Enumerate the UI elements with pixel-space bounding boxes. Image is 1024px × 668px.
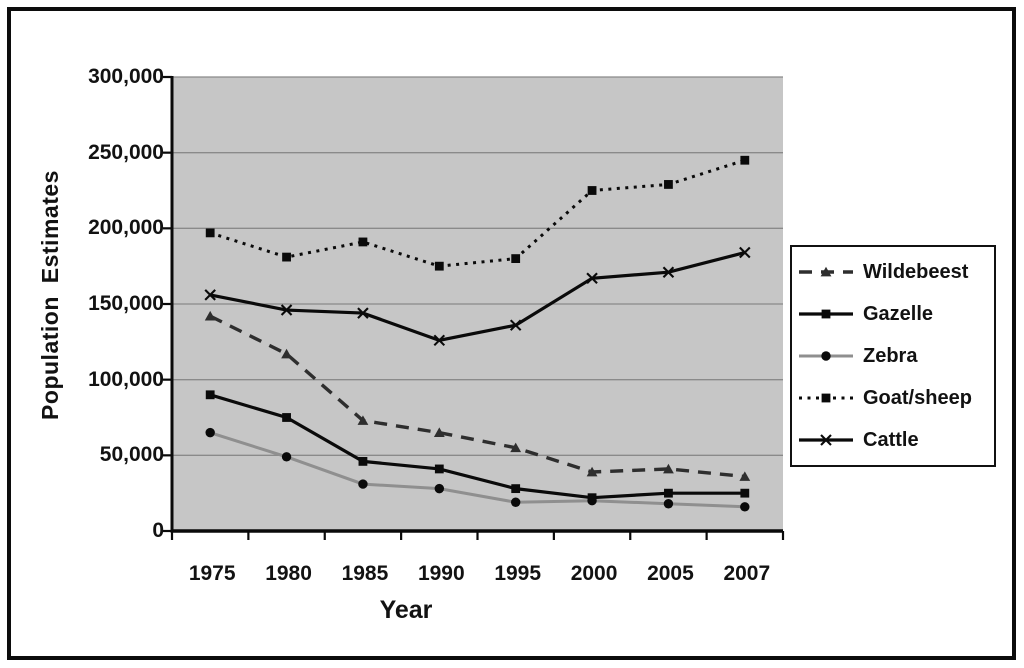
x-marker-icon — [433, 334, 446, 347]
triangle-marker-icon — [739, 471, 751, 481]
circle-marker-icon — [358, 479, 368, 489]
y-tick-label: 50,000 — [99, 443, 164, 467]
triangle-marker-icon — [357, 415, 369, 425]
square-marker-icon — [511, 254, 521, 263]
series-wildebeest — [204, 310, 751, 481]
y-tick-label: 100,000 — [88, 367, 164, 391]
x-marker-icon — [357, 307, 369, 319]
square-marker-icon — [740, 155, 750, 165]
square-marker-icon — [358, 237, 368, 247]
triangle-marker-icon — [433, 427, 445, 438]
x-axis-title: Year — [379, 596, 433, 624]
triangle-marker-icon — [281, 348, 292, 359]
circle-marker-icon — [281, 452, 292, 462]
x-marker-icon — [820, 434, 832, 446]
series-gazelle — [205, 390, 750, 503]
series-zebra — [205, 427, 750, 512]
square-marker-icon — [664, 180, 673, 189]
square-marker-icon — [664, 488, 673, 498]
x-tick-label: 2007 — [723, 562, 771, 585]
x-marker-icon — [586, 272, 598, 285]
legend-square-swatch-icon — [799, 309, 853, 319]
square-marker-icon — [358, 456, 368, 466]
triangle-marker-icon — [204, 310, 216, 321]
y-tick-label: 150,000 — [88, 292, 164, 315]
x-marker-icon — [509, 319, 522, 331]
legend-label: Goat/sheep — [863, 386, 972, 409]
circle-marker-icon — [821, 351, 831, 361]
legend-triangle-swatch-icon — [799, 266, 853, 277]
chart-legend: Wildebeest Gazelle Zebra Goat/sheep Cattle — [790, 245, 996, 467]
x-marker-icon — [280, 304, 293, 316]
circle-marker-icon — [587, 496, 597, 506]
y-tick-label: 200,000 — [88, 216, 164, 240]
series-line — [209, 250, 746, 342]
x-tick-label: 1985 — [341, 562, 389, 585]
triangle-marker-icon — [820, 266, 832, 277]
x-tick-label: 1995 — [494, 562, 542, 585]
legend-square-swatch-icon — [799, 393, 853, 403]
square-marker-icon — [511, 484, 521, 494]
circle-marker-icon — [510, 497, 521, 507]
legend-circle-swatch-icon — [799, 351, 853, 361]
legend-item-zebra: Zebra — [798, 345, 988, 368]
circle-marker-icon — [205, 427, 215, 438]
legend-label: Wildebeest — [863, 260, 969, 283]
x-tick-label: 2000 — [570, 562, 618, 585]
x-marker-icon — [204, 289, 216, 301]
square-marker-icon — [282, 252, 291, 262]
series-line — [209, 314, 745, 479]
square-marker-icon — [587, 186, 597, 195]
series-line — [209, 393, 745, 500]
square-marker-icon — [434, 261, 444, 271]
x-tick-label: 2005 — [647, 562, 694, 585]
legend-item-cattle: Cattle — [798, 429, 988, 452]
legend-item-gazelle: Gazelle — [798, 303, 988, 326]
square-marker-icon — [821, 309, 831, 319]
square-marker-icon — [205, 228, 215, 238]
triangle-marker-icon — [586, 466, 598, 477]
series-goat-sheep — [205, 155, 750, 271]
x-marker-icon — [739, 246, 751, 259]
square-marker-icon — [821, 393, 831, 403]
legend-x-swatch-icon — [799, 434, 853, 446]
circle-marker-icon — [740, 502, 750, 512]
circle-marker-icon — [663, 499, 674, 509]
y-tick-label: 300,000 — [88, 65, 164, 88]
square-marker-icon — [205, 390, 215, 400]
legend-label: Zebra — [863, 344, 918, 367]
x-tick-label: 1975 — [188, 562, 236, 585]
legend-item-wildebeest: Wildebeest — [798, 261, 988, 284]
square-marker-icon — [434, 464, 444, 474]
x-tick-label: 1980 — [265, 562, 312, 585]
square-marker-icon — [740, 488, 750, 498]
triangle-marker-icon — [510, 442, 522, 453]
y-axis-tick-labels: 0 50,000 100,000 150,000 200,000 250,000 300,0… — [52, 0, 164, 668]
square-marker-icon — [282, 413, 291, 422]
y-tick-label: 250,000 — [88, 140, 164, 164]
triangle-marker-icon — [663, 463, 674, 474]
x-tick-label: 1990 — [417, 562, 465, 585]
legend-label: Cattle — [863, 428, 919, 451]
series-cattle — [204, 246, 751, 347]
series-line — [209, 431, 745, 509]
legend-label: Gazelle — [863, 302, 934, 325]
legend-item-goat-sheep: Goat/sheep — [798, 387, 988, 410]
x-marker-icon — [662, 266, 675, 278]
circle-marker-icon — [434, 483, 445, 494]
y-tick-label: 0 — [152, 519, 164, 542]
